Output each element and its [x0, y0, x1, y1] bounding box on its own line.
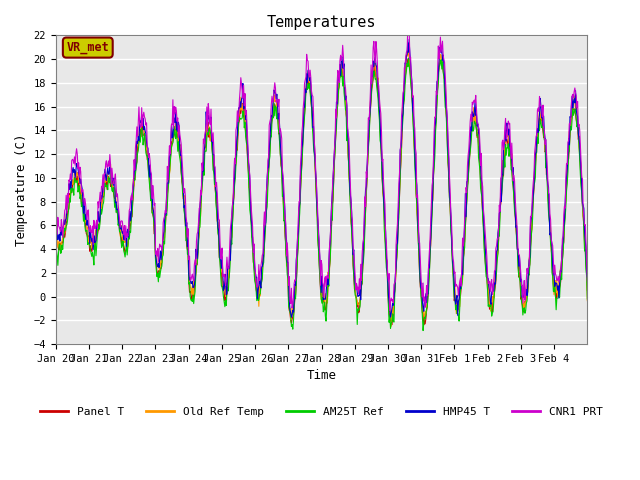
HMP45 T	[408, 70, 415, 76]
AM25T Ref	[115, 222, 122, 228]
Panel T	[238, 104, 246, 109]
CNR1 PRT	[408, 73, 415, 79]
Panel T	[407, 73, 415, 79]
HMP45 T	[404, 36, 412, 42]
Old Ref Temp	[259, 272, 266, 278]
Panel T	[376, 127, 384, 132]
Panel T	[404, 56, 412, 62]
HMP45 T	[584, 274, 591, 280]
Panel T	[420, 322, 428, 328]
AM25T Ref	[584, 296, 591, 302]
Panel T	[52, 238, 60, 243]
X-axis label: Time: Time	[307, 370, 337, 383]
HMP45 T	[287, 314, 295, 320]
Line: CNR1 PRT: CNR1 PRT	[56, 26, 588, 311]
CNR1 PRT	[376, 105, 384, 110]
Panel T	[259, 266, 266, 272]
HMP45 T	[377, 138, 385, 144]
HMP45 T	[238, 95, 246, 100]
Old Ref Temp	[52, 239, 60, 245]
Text: VR_met: VR_met	[67, 41, 109, 54]
AM25T Ref	[238, 115, 246, 121]
AM25T Ref	[404, 55, 412, 61]
AM25T Ref	[376, 137, 384, 143]
Panel T	[584, 288, 591, 293]
Old Ref Temp	[404, 42, 412, 48]
HMP45 T	[52, 218, 60, 224]
Old Ref Temp	[408, 79, 415, 85]
Line: Old Ref Temp: Old Ref Temp	[56, 45, 588, 326]
AM25T Ref	[52, 240, 60, 246]
AM25T Ref	[259, 276, 266, 282]
Old Ref Temp	[212, 188, 220, 194]
Old Ref Temp	[238, 108, 246, 113]
CNR1 PRT	[212, 184, 220, 190]
HMP45 T	[115, 208, 122, 214]
AM25T Ref	[407, 78, 415, 84]
CNR1 PRT	[259, 252, 266, 258]
HMP45 T	[212, 187, 220, 192]
Old Ref Temp	[376, 113, 384, 119]
Old Ref Temp	[387, 324, 395, 329]
CNR1 PRT	[115, 202, 122, 208]
Old Ref Temp	[115, 216, 122, 222]
CNR1 PRT	[584, 278, 591, 284]
Line: Panel T: Panel T	[56, 59, 588, 325]
AM25T Ref	[212, 199, 220, 204]
Line: HMP45 T: HMP45 T	[56, 39, 588, 317]
HMP45 T	[259, 264, 266, 269]
Title: Temperatures: Temperatures	[267, 15, 376, 30]
CNR1 PRT	[52, 220, 60, 226]
Legend: Panel T, Old Ref Temp, AM25T Ref, HMP45 T, CNR1 PRT: Panel T, Old Ref Temp, AM25T Ref, HMP45 …	[36, 402, 607, 421]
CNR1 PRT	[386, 308, 394, 313]
CNR1 PRT	[238, 88, 246, 94]
Old Ref Temp	[584, 298, 591, 303]
Panel T	[212, 193, 220, 199]
Y-axis label: Temperature (C): Temperature (C)	[15, 133, 28, 246]
AM25T Ref	[419, 328, 427, 334]
Line: AM25T Ref: AM25T Ref	[56, 58, 588, 331]
Panel T	[115, 216, 122, 222]
CNR1 PRT	[404, 23, 412, 29]
